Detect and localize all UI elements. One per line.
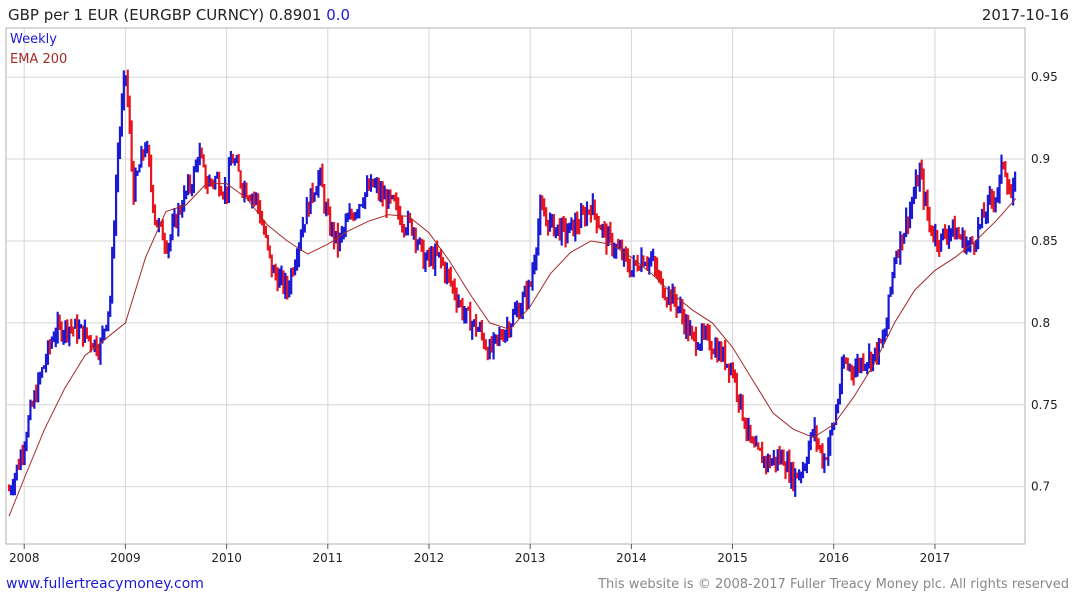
x-tick-label: 2017 [920,551,951,565]
y-tick-label: 0.7 [1031,480,1050,494]
x-tick-label: 2012 [414,551,445,565]
chart-title: GBP per 1 EUR (EURGBP CURNCY) 0.8901 [8,6,322,24]
date-stamp: 2017-10-16 [981,6,1069,24]
site-link[interactable]: www.fullertreacymoney.com [6,576,204,592]
copyright-notice: This website is © 2008-2017 Fuller Treac… [598,577,1069,592]
ema-200-line [8,183,1017,517]
chart-header: GBP per 1 EUR (EURGBP CURNCY) 0.8901 0.0 [8,6,350,24]
grid-lines [6,28,1025,544]
legend-weekly: Weekly [10,32,57,47]
x-tick-label: 2010 [211,551,242,565]
legend-ema: EMA 200 [10,52,68,67]
x-tick-label: 2009 [110,551,141,565]
price-bars [7,69,1017,497]
x-tick-label: 2016 [818,551,849,565]
y-tick-label: 0.85 [1031,234,1058,248]
x-tick-label: 2015 [717,551,748,565]
y-axis-ticks: 0.7 0.75 0.8 0.85 0.9 0.95 [1031,70,1058,494]
y-tick-label: 0.9 [1031,152,1050,166]
x-axis-ticks: 2008 2009 2010 2011 2012 2013 2014 2015 2016 2017 [9,544,950,565]
y-tick-label: 0.75 [1031,398,1058,412]
y-tick-label: 0.95 [1031,70,1058,84]
y-tick-label: 0.8 [1031,316,1050,330]
x-tick-label: 2011 [313,551,344,565]
x-tick-label: 2014 [616,551,647,565]
plot-frame [5,27,1026,545]
x-tick-label: 2008 [9,551,40,565]
series-lines [8,183,1017,517]
price-change: 0.0 [326,6,351,24]
x-tick-label: 2013 [515,551,546,565]
